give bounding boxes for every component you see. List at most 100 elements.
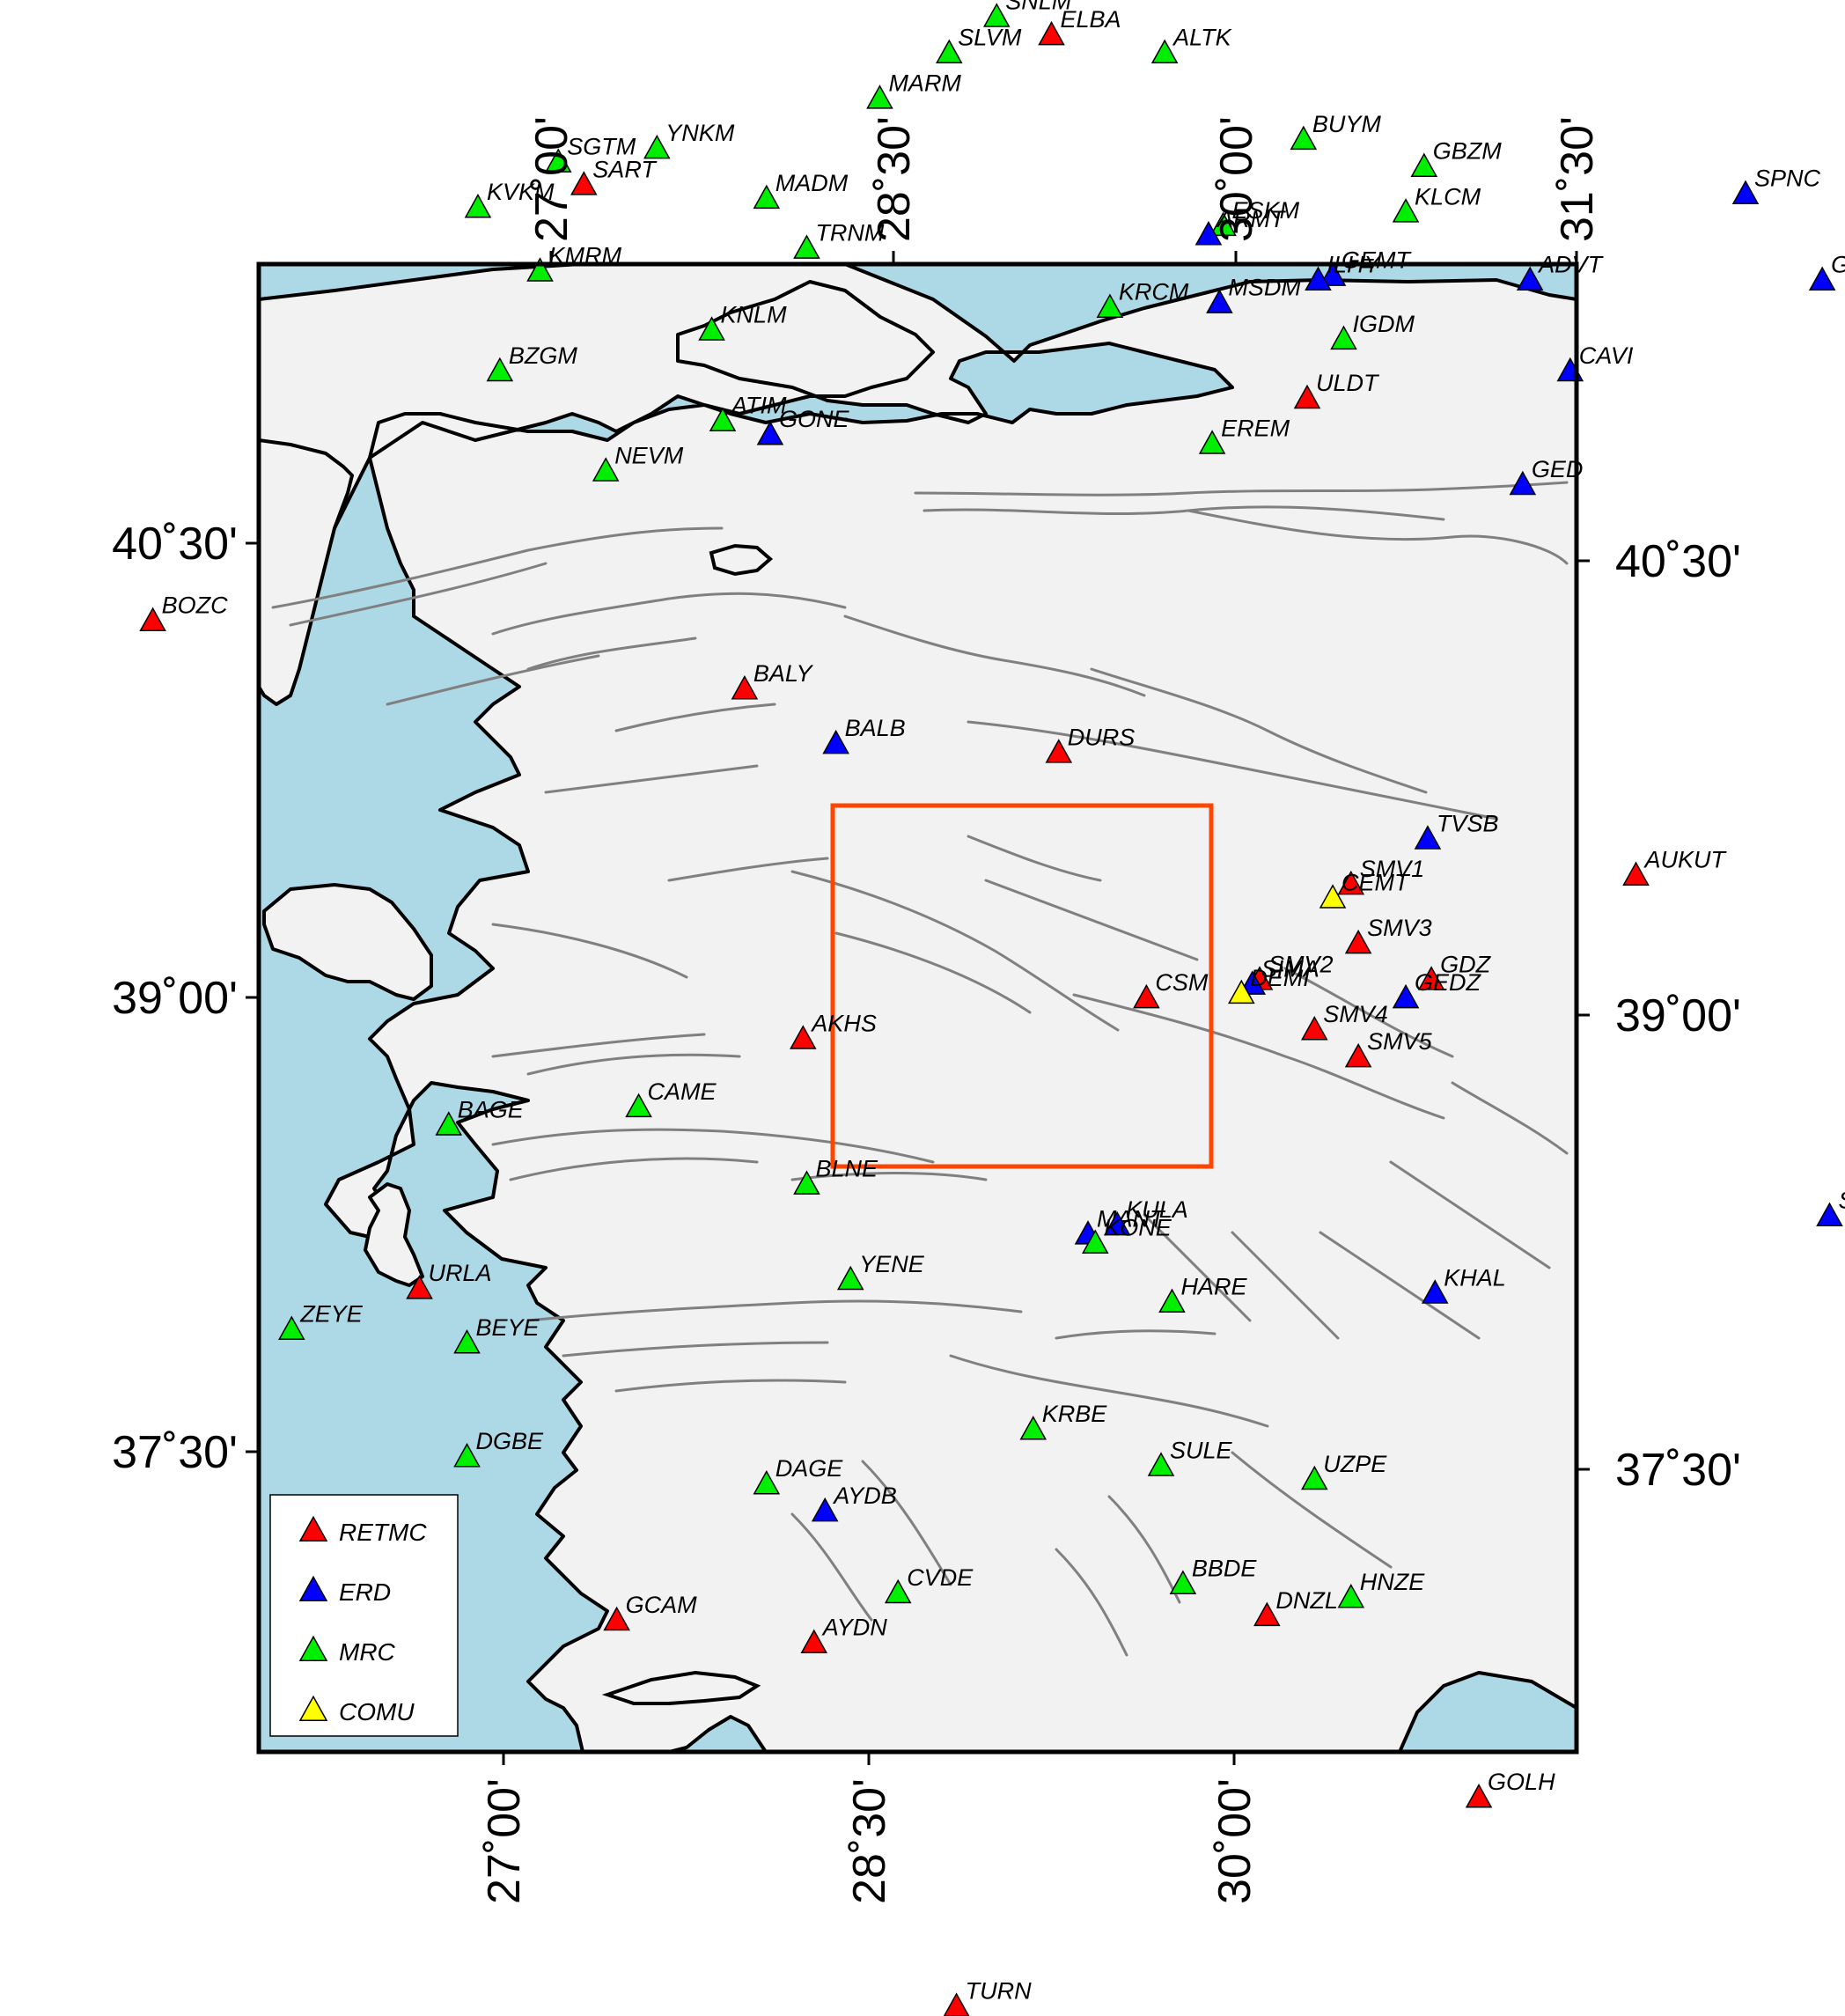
station-marker [753,1469,781,1495]
station-altk: ALTK [1150,25,1232,64]
station-label: KULA [1126,1196,1188,1223]
left-tick-label: 40˚30' [112,519,238,570]
station-marker [464,193,492,218]
station-marker [1301,1465,1328,1490]
station-marker [756,420,784,445]
station-marker [453,1442,481,1468]
station-elba: ELBA [1038,6,1121,46]
legend-marker [298,1515,328,1542]
land [259,264,1577,1752]
station-marker [943,1992,970,2016]
station-label: YNKM [665,120,735,146]
station-label: MARM [888,70,961,96]
station-marker [1816,1202,1843,1227]
bottom-tick-label: 27˚00' [479,1778,530,1904]
station-label: BUYM [1312,111,1382,137]
bottom-tick-label: 28˚30' [844,1778,895,1904]
station-label: SMV1 [1360,856,1425,882]
station-label: UZPE [1323,1451,1387,1477]
station-label: CEMT [1341,869,1411,895]
station-label: ATIM [730,393,787,419]
station-label: HARE [1180,1274,1247,1300]
station-trnm: TRNM [793,220,885,259]
station-durs: DURS [1045,724,1135,763]
legend-item-retmc: RETMC [298,1515,427,1546]
station-marker [435,1111,463,1136]
station-marker [1337,1583,1365,1608]
station-marker [1417,966,1445,990]
station-demi: DEMI [1228,965,1310,1004]
station-bozc: BOZC [139,592,229,632]
station-marker [709,407,737,432]
station-msdm: MSDM [1206,275,1301,313]
station-marker [526,257,554,282]
station-label: GOLH [1488,1769,1555,1795]
station-label: KNLM [721,301,788,327]
station-sule: SULE [1147,1437,1233,1476]
station-cemt: CEMT [1319,869,1411,909]
station-kone: KONE [1082,1215,1172,1254]
chios-island [364,1182,424,1287]
station-marker [793,1170,820,1195]
station-label: CAME [648,1078,717,1105]
station-label: AKHS [810,1010,877,1036]
station-marker [698,316,725,341]
station-label: GEDZ [1415,969,1482,996]
station-marker [822,729,849,754]
station-gdz: GDZ [1417,951,1492,990]
gallipoli-peninsula [259,438,354,706]
station-marker [982,3,1011,27]
station-label: KVKM [487,179,555,205]
station-marker [1301,1015,1328,1041]
station-igdm: IGDM [1330,311,1415,350]
station-marker [603,1606,630,1631]
station-hnze: HNZE [1337,1569,1425,1608]
station-marker [866,85,893,109]
right-tick-label: 37˚30' [1615,1445,1741,1496]
station-label: SNLM [1005,0,1072,14]
station-csm: CSM [1133,969,1209,1009]
station-blne: BLNE [793,1156,878,1195]
station-marker [1147,1452,1175,1476]
station-marker [1133,983,1160,1009]
station-label: KRBE [1042,1401,1108,1427]
station-marker [1330,325,1357,350]
station-came: CAME [625,1078,717,1118]
station-kvkm: KVKM [464,179,555,218]
station-marker [753,184,781,210]
station-marker [1206,289,1233,313]
station-label: SMV2 [1268,951,1334,977]
station-label: GONE [779,406,850,432]
station-label: ULDT [1316,370,1380,396]
station-urla: URLA [406,1260,492,1299]
station-marker [1290,125,1318,151]
station-marker [1194,220,1223,246]
top-tick-label: 30˚00' [1211,116,1262,242]
station-label: DNZL [1275,1587,1338,1614]
station-smv4: SMV4 [1301,1001,1388,1041]
station-aydb: AYDB [811,1483,897,1522]
legend-marker [298,1635,328,1662]
axis-tick-labels: 27˚00' 28˚30' 30˚00' 31˚30' 27˚00' 28˚30' 30˚0… [112,116,1741,1904]
station-atim: ATIM [709,393,787,432]
station-label: BZGM [509,342,578,369]
station-marker [793,234,820,259]
legend-box [269,1494,459,1737]
right-tick-label: 39˚00' [1615,990,1741,1041]
map-frame [256,261,1579,1755]
station-marker [1319,261,1347,286]
station-marker [1169,1570,1197,1594]
station-marker [1305,266,1332,291]
station-label: SULE [1170,1437,1233,1463]
station-marker [1344,1042,1372,1068]
legend-label: RETMC [339,1519,427,1546]
station-label: BOZC [162,592,229,619]
station-label: SMV4 [1323,1001,1388,1027]
axis-ticks [246,251,1590,1765]
station-smv5: SMV5 [1344,1028,1433,1068]
left-tick-label: 37˚30' [112,1427,238,1478]
station-label: TURN [966,1978,1032,2005]
legend-item-mrc: MRC [298,1635,396,1666]
station-label: MSDM [1228,275,1301,301]
lesbos-island [262,883,433,1001]
